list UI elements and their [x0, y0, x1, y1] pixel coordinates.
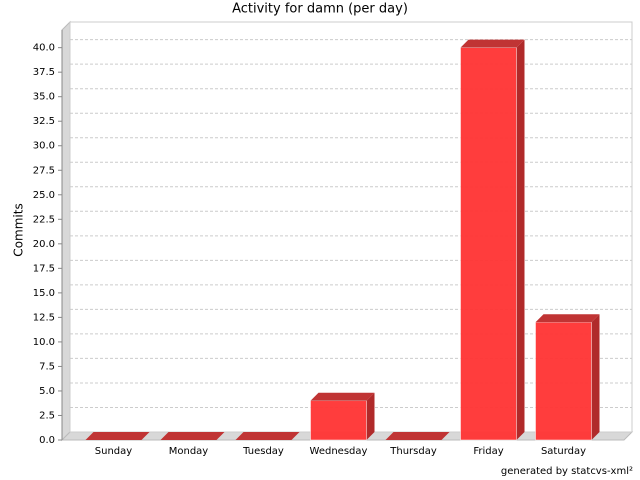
y-axis-label: Commits: [12, 203, 26, 256]
bar-top: [235, 432, 300, 440]
bar-top: [460, 39, 525, 48]
y-tick-label: 0.0: [39, 435, 55, 446]
y-tick-label: 17.5: [33, 263, 55, 274]
bar-side: [591, 314, 600, 440]
left-wall: [61, 20, 71, 442]
x-tick-label: Friday: [473, 446, 503, 457]
y-tick-label: 27.5: [33, 165, 55, 176]
bar-top: [85, 432, 150, 440]
x-tick-label: Monday: [169, 446, 209, 457]
y-tick-label: 37.5: [33, 67, 55, 78]
y-tick-label: 30.0: [33, 141, 55, 152]
y-tick-label: 32.5: [33, 116, 55, 127]
y-tick-label: 35.0: [33, 92, 55, 103]
bar-top: [385, 432, 450, 440]
y-tick-label: 10.0: [33, 337, 55, 348]
x-tick-label: Thursday: [389, 446, 437, 457]
x-tick-label: Tuesday: [242, 446, 284, 457]
y-tick-label: 2.5: [39, 410, 55, 421]
y-tick-label: 20.0: [33, 239, 55, 250]
y-tick-label: 15.0: [33, 288, 55, 299]
chart-title: Activity for damn (per day): [232, 2, 408, 17]
bar: [535, 322, 592, 441]
y-tick-label: 7.5: [39, 361, 55, 372]
x-tick-label: Sunday: [95, 446, 132, 457]
y-tick-label: 5.0: [39, 386, 55, 397]
y-tick-label: 40.0: [33, 43, 55, 54]
x-tick-label: Wednesday: [310, 446, 368, 457]
bar-side: [516, 39, 525, 440]
bar-top: [310, 392, 375, 401]
y-tick-label: 25.0: [33, 190, 55, 201]
bar-top: [160, 432, 225, 440]
footer: generated by statcvs-xml²: [501, 466, 633, 477]
y-tick-label: 12.5: [33, 312, 55, 323]
bar-top: [535, 314, 600, 323]
bar-side: [366, 392, 375, 440]
y-tick-label: 22.5: [33, 214, 55, 225]
bar: [310, 400, 367, 441]
x-tick-label: Saturday: [541, 446, 586, 457]
bar: [460, 47, 517, 441]
